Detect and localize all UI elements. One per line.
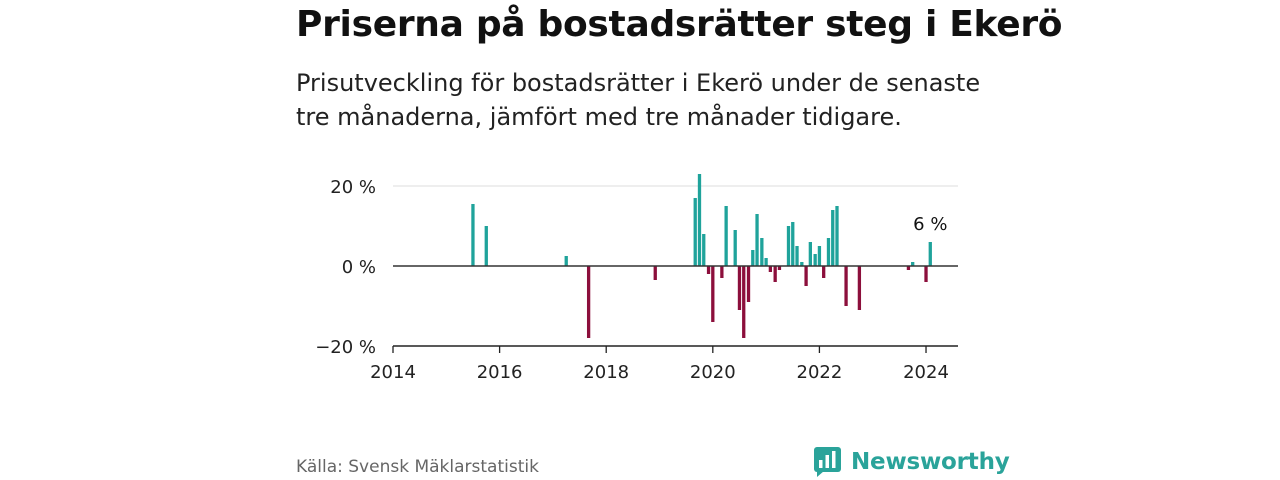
x-tick-label: 2018 — [583, 362, 629, 383]
x-tick-label: 2016 — [477, 362, 523, 383]
bar — [764, 258, 768, 266]
x-tick-label: 2014 — [370, 362, 416, 383]
y-tick-label: −20 % — [315, 337, 376, 358]
bar — [586, 266, 591, 338]
bar — [733, 230, 737, 266]
bar — [755, 214, 759, 266]
bar — [697, 174, 702, 266]
bar — [791, 222, 795, 266]
newsworthy-logo-icon — [814, 447, 841, 477]
brand-logo: Newsworthy — [813, 446, 1010, 478]
source-note: Källa: Svensk Mäklarstatistik — [296, 457, 539, 477]
bar — [911, 262, 915, 266]
bar — [711, 266, 715, 322]
bar — [826, 238, 831, 266]
bar — [702, 234, 706, 266]
bar — [795, 246, 799, 266]
bar — [817, 246, 822, 266]
bar — [777, 266, 782, 270]
tick-labels: −20 % 0 % 20 % 2014 2016 2018 2020 2022 2024 6 % — [315, 177, 949, 383]
bar — [800, 262, 804, 266]
bar — [693, 198, 697, 266]
y-tick-label: 20 % — [330, 177, 376, 198]
bar — [724, 206, 728, 266]
data-label-last: 6 % — [913, 214, 947, 235]
y-tick-label: 0 % — [342, 257, 376, 278]
bar — [653, 266, 657, 280]
bar — [786, 226, 791, 266]
bar — [760, 238, 764, 266]
bar — [822, 266, 826, 278]
bar — [928, 242, 932, 266]
bar — [835, 206, 839, 266]
bar — [564, 256, 568, 266]
x-tick-label: 2024 — [903, 362, 949, 383]
brand-name: Newsworthy — [851, 449, 1010, 475]
bar — [857, 266, 862, 310]
bar — [768, 266, 773, 272]
x-tick-label: 2022 — [797, 362, 843, 383]
bar — [831, 210, 835, 266]
bar — [742, 266, 746, 338]
bar — [484, 226, 488, 266]
bar-series — [471, 174, 932, 338]
axes — [392, 265, 958, 353]
bar — [737, 266, 742, 310]
bar — [720, 266, 724, 278]
bar — [844, 266, 848, 306]
bar — [924, 266, 928, 282]
bar — [746, 266, 751, 302]
bar — [804, 266, 808, 286]
bar — [906, 266, 911, 270]
x-tick-label: 2020 — [690, 362, 736, 383]
bar — [751, 250, 755, 266]
bar — [808, 242, 812, 266]
page-subtitle: Prisutveckling för bostadsrätter i Ekerö… — [296, 69, 981, 131]
bar — [773, 266, 777, 282]
bar — [706, 266, 711, 274]
page-title: Priserna på bostadsrätter steg i Ekerö — [296, 4, 1063, 45]
bar — [471, 204, 475, 266]
bar — [813, 254, 817, 266]
